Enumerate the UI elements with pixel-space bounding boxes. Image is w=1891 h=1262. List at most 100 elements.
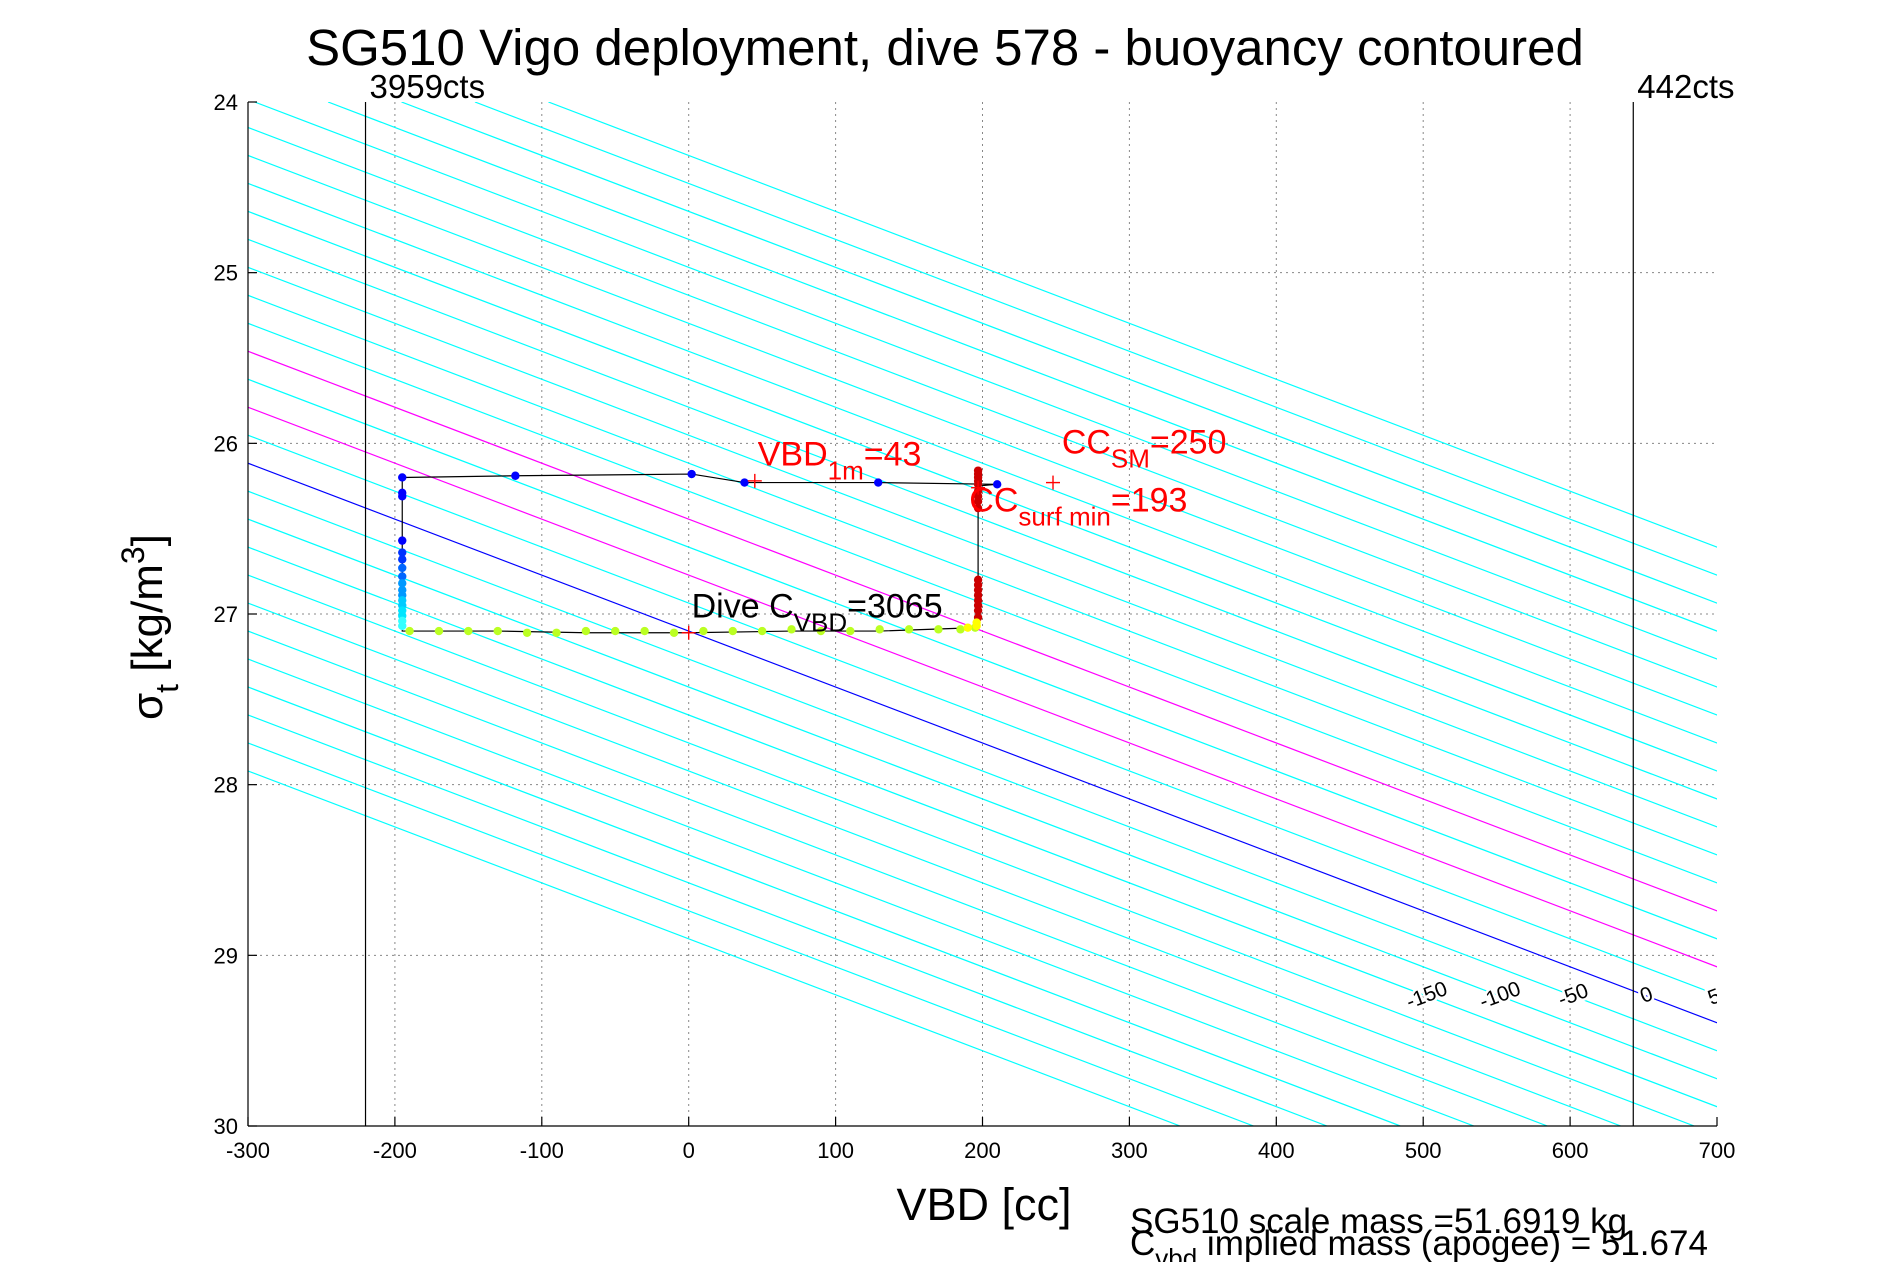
- cross-marker: [971, 480, 986, 495]
- annotation: Dive CVBD=3065: [692, 587, 943, 637]
- contour-line: [327, 102, 1717, 632]
- contour-line: [248, 322, 1717, 884]
- annotation-subscript: VBD: [794, 607, 847, 637]
- cross-marker: [681, 625, 696, 640]
- contour-line: [248, 518, 1717, 1080]
- contour-line: [248, 546, 1717, 1108]
- cross-marker: [747, 473, 762, 488]
- data-point: [972, 621, 981, 631]
- contour-line: [248, 294, 1717, 856]
- data-point: [398, 572, 407, 581]
- contour-line: [248, 686, 1401, 1126]
- contour-line: [401, 102, 1717, 604]
- data-point: [740, 478, 749, 487]
- x-tick-label: 0: [683, 1138, 695, 1163]
- contour-line: [248, 126, 1717, 688]
- contour-line: [254, 102, 1717, 660]
- contour-line: [248, 434, 1717, 996]
- y-tick-label: 25: [214, 261, 238, 286]
- data-point: [973, 503, 983, 513]
- chart-title: SG510 Vigo deployment, dive 578 - buoyan…: [306, 19, 1584, 76]
- data-point: [398, 473, 407, 482]
- data-point: [405, 626, 414, 636]
- y-tick-label: 26: [214, 431, 238, 456]
- footer-scale-mass: SG510 scale mass =51.6919 kg: [1130, 1202, 1627, 1241]
- contour-label: 0: [1637, 982, 1656, 1008]
- buoyancy-contours: -400-350-300-250-200-150-100-50050100150…: [248, 102, 1887, 1126]
- data-point: [874, 478, 883, 487]
- series-dive-ascent: [405, 623, 980, 637]
- contour-label: 150: [1846, 978, 1887, 1012]
- contour-line: [248, 182, 1717, 744]
- y-label-close: ]: [123, 534, 172, 546]
- x-tick-label: -200: [373, 1138, 417, 1163]
- data-point: [934, 625, 943, 634]
- x-tick-label: -100: [520, 1138, 564, 1163]
- contour-line: [248, 770, 1181, 1126]
- data-point: [687, 469, 696, 479]
- data-point: [493, 626, 502, 636]
- data-point: [699, 626, 708, 636]
- x-tick-label: 400: [1258, 1138, 1295, 1163]
- annotation-main: VBD: [758, 436, 828, 474]
- y-axis-label: σt [kg/m3]: [115, 534, 185, 720]
- data-point: [992, 480, 1002, 489]
- contour-line: [248, 238, 1717, 800]
- annotation: VBD1m=43: [758, 436, 922, 486]
- contour-label: -100: [1476, 977, 1523, 1013]
- data-point: [398, 548, 407, 557]
- vbd-limit-label: 3959cts: [370, 68, 486, 105]
- y-label-main: σ: [123, 693, 172, 720]
- footer-implied-tail: implied mass (apogee) = 51.674: [1197, 1224, 1708, 1262]
- series-dive-descent: [398, 469, 1002, 489]
- annotation-main: CC: [969, 482, 1018, 520]
- series-apogee-yellow: [963, 618, 981, 632]
- contour-label: 50: [1705, 980, 1735, 1010]
- cross-marker: [1046, 475, 1061, 490]
- annotation-subscript: SM: [1111, 444, 1150, 474]
- data-point: [611, 626, 620, 636]
- series-pump-gradient: [398, 488, 407, 631]
- contour-label: 100: [1772, 978, 1813, 1012]
- y-axis-label-text: σt [kg/m3]: [115, 534, 185, 720]
- data-point: [973, 497, 983, 506]
- data-point: [669, 628, 679, 637]
- grid-lines: [248, 102, 1717, 1126]
- contour-line: [248, 350, 1717, 912]
- contour-line: [248, 490, 1717, 1052]
- annotation-tail: =3065: [847, 587, 943, 625]
- data-point: [522, 628, 532, 637]
- y-tick-label: 28: [214, 773, 238, 798]
- contour-line: [248, 378, 1717, 940]
- contour-line: [248, 602, 1621, 1126]
- x-tick-label: 300: [1111, 1138, 1148, 1163]
- annotation-tail: =250: [1150, 424, 1227, 462]
- contour-line: [248, 266, 1717, 828]
- series-surface-red: [973, 466, 983, 622]
- y-label-subscript: t: [149, 684, 185, 693]
- annotation-tail: =43: [864, 436, 922, 474]
- annotation-main: CC: [1062, 424, 1111, 462]
- contour-line: [248, 630, 1548, 1126]
- y-tick-label: 27: [214, 602, 238, 627]
- contour-line: [548, 102, 1717, 548]
- data-point: [640, 626, 649, 636]
- y-tick-label: 29: [214, 943, 238, 968]
- annotation: CCsurf min=193: [969, 482, 1187, 532]
- data-point: [464, 626, 473, 636]
- contour-line: [248, 714, 1328, 1126]
- data-point: [511, 471, 520, 480]
- annotation: CCSM=250: [1062, 424, 1227, 474]
- x-tick-label: 700: [1699, 1138, 1736, 1163]
- contour-line: [474, 102, 1717, 576]
- footer-implied-main: C: [1130, 1224, 1155, 1262]
- contour-line: [248, 462, 1717, 1024]
- data-point: [816, 626, 826, 636]
- data-point: [963, 623, 973, 632]
- annotation-tail: =193: [1111, 482, 1188, 520]
- vbd-limit-label: 442cts: [1637, 68, 1734, 105]
- contour-line: [248, 210, 1717, 772]
- plot-area: -400-350-300-250-200-150-100-50050100150…: [214, 68, 1887, 1163]
